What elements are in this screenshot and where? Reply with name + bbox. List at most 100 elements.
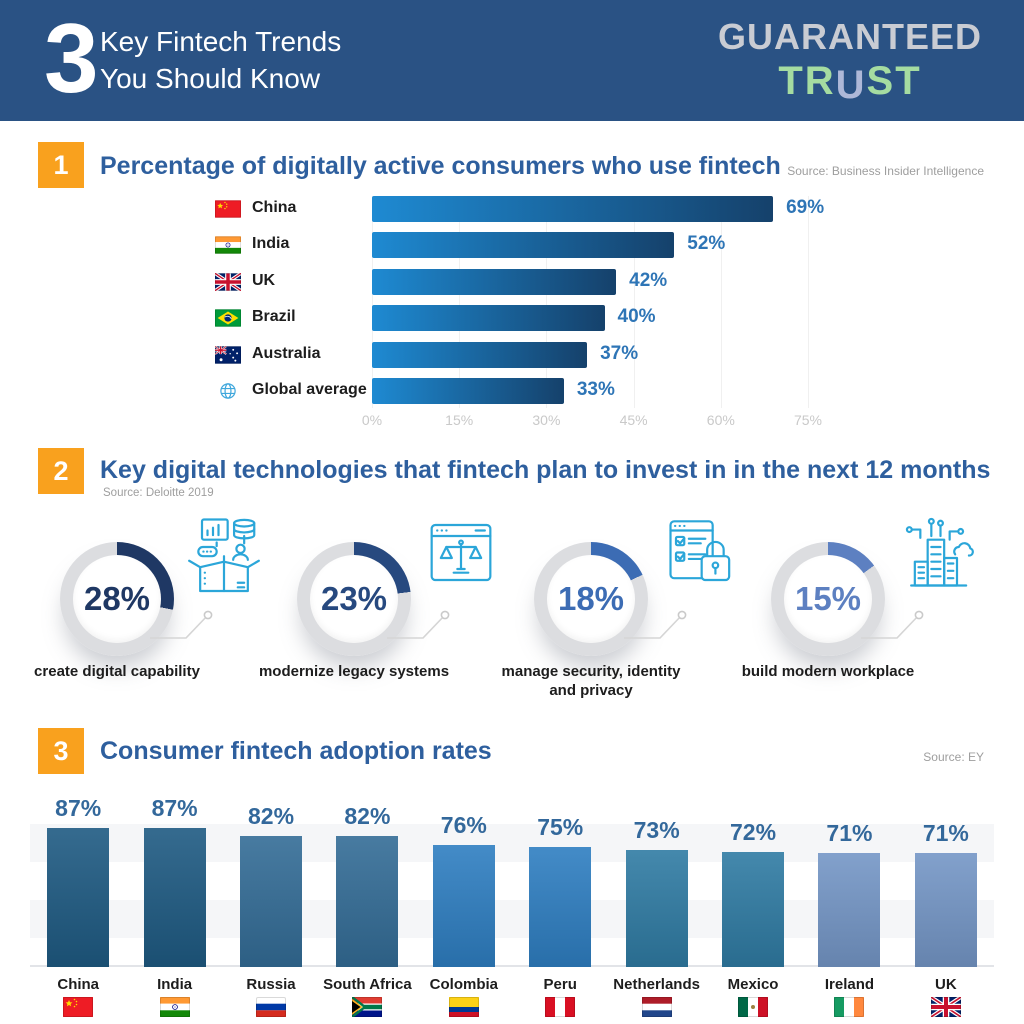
- donut-value-label: 15%: [794, 580, 862, 617]
- country-label: UK: [935, 976, 957, 993]
- horizontal-bar-chart: 0% 15% 30% 45% 60% 75% China 69% India 52% UK 42% Br…: [0, 196, 1024, 436]
- bar-row: Global average 33%: [0, 378, 1024, 406]
- country-label: Colombia: [429, 976, 498, 993]
- bar: [432, 845, 495, 967]
- bar-wrap: 87%: [47, 786, 110, 967]
- section1-source: Source: Business Insider Intelligence: [787, 164, 984, 178]
- donut-item: 15% build modern workplace: [741, 516, 978, 728]
- bar: [372, 341, 588, 368]
- bar-value-label: 73%: [633, 817, 680, 844]
- vertical-bar-chart: 87% China 87% India 82% Russia 82% South Africa…: [30, 786, 994, 1024]
- bar-column: 73% Netherlands: [608, 786, 704, 1024]
- section2-number-badge: 2: [38, 448, 84, 494]
- bar-column: 87% India: [126, 786, 222, 1024]
- bar-column: 82% Russia: [223, 786, 319, 1024]
- logo-u: U: [835, 63, 867, 107]
- flag-icon-au: [214, 345, 241, 364]
- bar-value-label: 71%: [826, 820, 873, 847]
- value-label: 42%: [629, 269, 668, 291]
- donut-chart-row: 28% create digital capability 23% moderni…: [30, 516, 978, 728]
- flag-icon-za: [351, 996, 383, 1018]
- donut-value-label: 18%: [557, 580, 625, 617]
- bar-column: 72% Mexico: [705, 786, 801, 1024]
- logo-st: ST: [866, 59, 922, 103]
- bar-column: 82% South Africa: [319, 786, 415, 1024]
- value-label: 37%: [600, 342, 639, 364]
- bar-wrap: 71%: [914, 786, 977, 967]
- country-label: India: [157, 976, 193, 993]
- bar-value-label: 72%: [730, 818, 777, 845]
- bar-wrap: 82%: [240, 786, 303, 967]
- bar-column: 71% UK: [898, 786, 994, 1024]
- flag-icon-gb: [929, 995, 962, 1019]
- gridline: [633, 196, 635, 408]
- bar-value-label: 71%: [922, 820, 969, 847]
- bar: [529, 847, 592, 967]
- bar-value-label: 87%: [151, 794, 198, 821]
- donut-caption: build modern workplace: [741, 663, 915, 680]
- bar-value-label: 82%: [247, 802, 295, 829]
- page-title: Key Fintech Trends You Should Know: [100, 23, 341, 97]
- gridline: [808, 196, 809, 408]
- header-big-number: 3: [44, 3, 99, 113]
- flag-icon-in: [215, 236, 241, 255]
- bar-wrap: 87%: [143, 786, 206, 967]
- x-axis-tick-label: 75%: [793, 412, 823, 428]
- bar-wrap: 76%: [432, 786, 495, 967]
- x-axis-tick-label: 60%: [706, 412, 735, 428]
- bar-value-label: 87%: [55, 794, 102, 821]
- bar: [914, 853, 977, 967]
- checklist-lock-icon: [654, 514, 742, 602]
- flag-icon-ru: [256, 997, 287, 1017]
- bar-wrap: 82%: [336, 786, 399, 967]
- flag-icon-cn: [215, 200, 241, 218]
- connector-line: [859, 602, 933, 644]
- scales-window-icon: [417, 514, 505, 602]
- page-title-line1: Key Fintech Trends: [100, 26, 342, 57]
- value-label: 52%: [687, 233, 726, 255]
- gridline: [459, 196, 461, 408]
- bar: [625, 850, 688, 967]
- flag-icon-gb: [214, 271, 242, 292]
- bar-row: India 52%: [0, 232, 1024, 260]
- donut-caption: modernize legacy systems: [258, 663, 450, 680]
- value-label: 40%: [617, 306, 656, 328]
- bar: [372, 196, 774, 222]
- section2-source: Source: Deloitte 2019: [103, 487, 214, 499]
- box-analytics-icon: [180, 514, 268, 602]
- country-label: UK: [252, 271, 276, 289]
- bar-row: UK 42%: [0, 268, 1024, 297]
- workplace-circuit-icon: [891, 514, 979, 602]
- bar: [372, 232, 675, 259]
- header-banner: 3 Key Fintech Trends You Should Know GUA…: [0, 0, 1024, 121]
- connector-line: [385, 602, 459, 644]
- logo-tr: TR: [778, 59, 836, 103]
- donut-caption: manage security, identity and privacy: [501, 663, 681, 699]
- connector-line: [148, 602, 222, 644]
- section2-title: Key digital technologies that fintech pl…: [100, 456, 991, 484]
- country-label: China: [57, 976, 100, 993]
- country-label: Ireland: [824, 976, 875, 993]
- country-label: Peru: [543, 976, 577, 993]
- bar: [143, 827, 206, 967]
- gridline: [546, 196, 548, 408]
- donut-value-label: 23%: [320, 580, 388, 617]
- donut-chart: 23%: [297, 542, 411, 656]
- country-label: Global average: [252, 381, 367, 398]
- x-axis-tick-label: 45%: [619, 412, 648, 428]
- donut-value-label: 28%: [83, 580, 151, 617]
- flag-icon-in: [159, 997, 190, 1017]
- section3-number-badge: 3: [38, 728, 84, 774]
- brand-logo: GUARANTEED TRUST: [718, 16, 982, 107]
- donut-chart: 18%: [534, 542, 648, 656]
- bar-column: 76% Colombia: [416, 786, 512, 1024]
- bar: [818, 853, 881, 967]
- bar-wrap: 73%: [625, 786, 688, 967]
- flag-icon-nl: [641, 997, 672, 1017]
- bar: [240, 835, 303, 967]
- bar-wrap: 72%: [722, 786, 785, 967]
- donut-item: 23% modernize legacy systems: [259, 514, 505, 728]
- country-label: Brazil: [252, 308, 296, 326]
- donut-caption: create digital capability: [34, 663, 200, 680]
- value-label: 69%: [786, 197, 825, 218]
